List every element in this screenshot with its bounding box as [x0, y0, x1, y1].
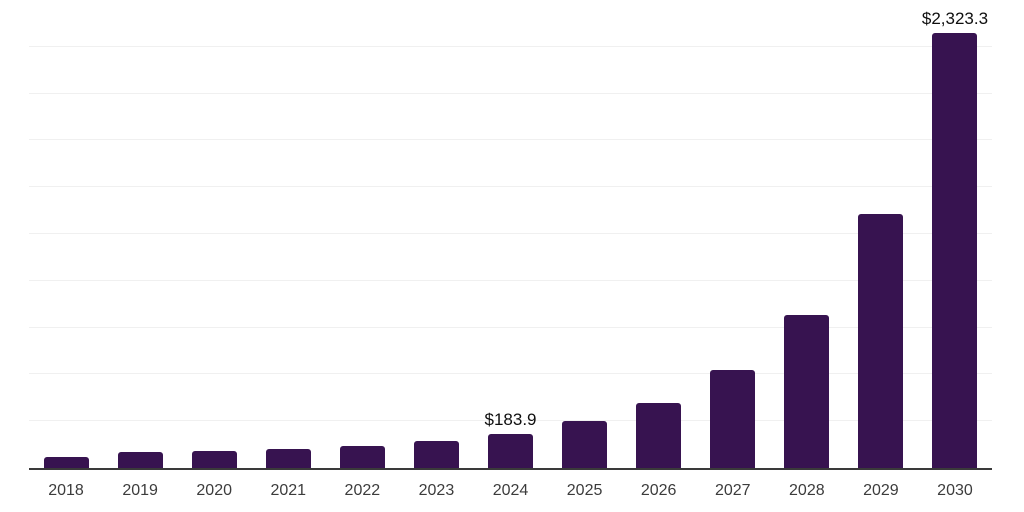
x-tick-label-2020: 2020 — [196, 482, 232, 499]
x-tick-label-2018: 2018 — [48, 482, 84, 499]
gridline-1500 — [29, 186, 992, 188]
value-label-2030: $2,323.3 — [921, 9, 989, 29]
gridline-750 — [29, 326, 992, 328]
x-tick-label-2021: 2021 — [270, 482, 307, 499]
bar-slot-2030: $2,323.3 — [918, 0, 992, 468]
gridline-1750 — [29, 139, 992, 141]
bar-slot-2019 — [103, 0, 177, 468]
bar-slot-2026 — [622, 0, 696, 468]
x-tick-label-2024: 2024 — [492, 482, 529, 499]
x-tick-label-2026: 2026 — [640, 482, 677, 499]
bar-slot-2024: $183.9 — [473, 0, 547, 468]
bar-slot-2029 — [844, 0, 918, 468]
bar-2024 — [488, 433, 533, 468]
gridline-250 — [29, 420, 992, 422]
bar-slot-2021 — [251, 0, 325, 468]
bar-2019 — [117, 452, 163, 468]
gridline-1000 — [29, 279, 992, 281]
bar-2021 — [265, 448, 311, 468]
bar-slot-2018 — [29, 0, 103, 468]
bar-2022 — [339, 446, 385, 468]
x-tick-label-2022: 2022 — [344, 482, 381, 499]
gridline-2000 — [29, 92, 992, 94]
bar-slot-2028 — [770, 0, 844, 468]
bar-slot-2025 — [548, 0, 622, 468]
x-tick-label-2023: 2023 — [418, 482, 455, 499]
x-tick-label-2028: 2028 — [789, 482, 825, 499]
bars-container: $183.9 $2,323.3 — [29, 0, 992, 468]
bar-2028 — [784, 314, 830, 468]
x-tick-label-2029: 2029 — [863, 482, 899, 499]
bar-slot-2020 — [177, 0, 251, 468]
x-tick-label-2019: 2019 — [122, 482, 158, 499]
value-label-2024: $183.9 — [484, 409, 537, 429]
x-tick-label-2027: 2027 — [714, 482, 751, 499]
bar-2023 — [413, 440, 459, 468]
bar-slot-2027 — [696, 0, 770, 468]
bar-2020 — [191, 451, 237, 468]
gridline-1250 — [29, 233, 992, 234]
x-axis-labels: 2018 2019 2020 2021 2022 2023 2024 2025 2026 2027… — [29, 470, 992, 512]
gridline-2250 — [29, 45, 992, 47]
bar-slot-2023 — [399, 0, 473, 468]
bar-2027 — [710, 370, 756, 468]
bar-slot-2022 — [325, 0, 399, 468]
gridline-500 — [29, 373, 992, 375]
x-tick-label-2025: 2025 — [566, 482, 603, 499]
plot-area: $183.9 $2,323.3 — [29, 0, 992, 470]
bar-2025 — [562, 421, 608, 468]
bar-2029 — [858, 214, 904, 468]
x-tick-label-2030: 2030 — [937, 482, 973, 499]
bar-2030 — [932, 33, 978, 468]
bar-2026 — [636, 402, 682, 468]
bar-2018 — [43, 456, 89, 468]
